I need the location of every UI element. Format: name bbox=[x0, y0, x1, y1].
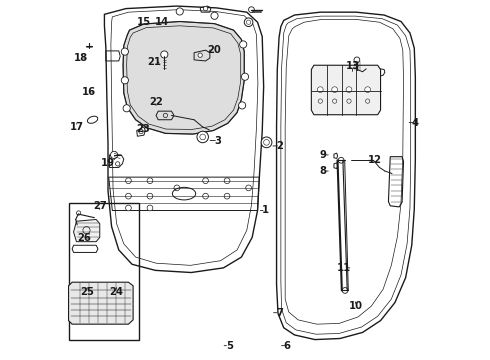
Text: 12: 12 bbox=[368, 155, 382, 165]
Text: 1: 1 bbox=[262, 206, 270, 216]
Text: 6: 6 bbox=[284, 341, 291, 351]
Circle shape bbox=[111, 151, 118, 158]
Circle shape bbox=[122, 48, 128, 55]
Polygon shape bbox=[74, 220, 100, 242]
Circle shape bbox=[203, 6, 208, 11]
Polygon shape bbox=[69, 282, 133, 324]
Circle shape bbox=[198, 53, 202, 57]
Text: 10: 10 bbox=[348, 301, 363, 311]
Circle shape bbox=[161, 51, 168, 58]
Text: 15: 15 bbox=[137, 17, 151, 27]
Text: 25: 25 bbox=[80, 287, 94, 297]
Circle shape bbox=[338, 157, 344, 163]
Circle shape bbox=[125, 205, 131, 211]
Circle shape bbox=[346, 87, 352, 93]
Circle shape bbox=[365, 87, 370, 93]
Circle shape bbox=[264, 139, 270, 145]
Text: 4: 4 bbox=[412, 118, 419, 128]
Circle shape bbox=[211, 12, 218, 19]
Circle shape bbox=[246, 20, 251, 24]
Text: 26: 26 bbox=[77, 233, 91, 243]
Text: 27: 27 bbox=[93, 201, 107, 211]
Circle shape bbox=[239, 102, 245, 109]
Text: 5: 5 bbox=[226, 341, 233, 351]
Circle shape bbox=[224, 193, 230, 199]
Text: 18: 18 bbox=[74, 53, 88, 63]
Text: 24: 24 bbox=[110, 287, 123, 297]
Text: 13: 13 bbox=[345, 61, 360, 71]
Circle shape bbox=[242, 73, 248, 80]
Text: 22: 22 bbox=[149, 97, 163, 107]
Text: 20: 20 bbox=[208, 45, 221, 55]
Circle shape bbox=[147, 193, 153, 199]
Text: 17: 17 bbox=[70, 122, 83, 132]
Circle shape bbox=[245, 18, 253, 27]
Text: 3: 3 bbox=[215, 136, 221, 145]
Text: 7: 7 bbox=[276, 308, 283, 318]
Circle shape bbox=[248, 7, 254, 13]
Text: 11: 11 bbox=[337, 263, 351, 273]
Circle shape bbox=[245, 185, 251, 191]
Text: 9: 9 bbox=[320, 150, 327, 160]
Circle shape bbox=[200, 134, 205, 140]
Circle shape bbox=[125, 193, 131, 199]
Circle shape bbox=[125, 178, 131, 184]
Circle shape bbox=[240, 41, 247, 48]
Circle shape bbox=[354, 57, 360, 63]
Circle shape bbox=[139, 130, 143, 134]
Circle shape bbox=[342, 288, 348, 293]
Text: 23: 23 bbox=[136, 124, 149, 134]
Text: 8: 8 bbox=[319, 166, 327, 176]
Circle shape bbox=[197, 131, 208, 143]
Circle shape bbox=[76, 211, 81, 215]
Circle shape bbox=[122, 77, 128, 84]
Circle shape bbox=[318, 87, 323, 93]
Text: 21: 21 bbox=[147, 57, 162, 67]
Ellipse shape bbox=[87, 116, 98, 123]
Circle shape bbox=[203, 193, 208, 199]
Circle shape bbox=[147, 178, 153, 184]
Text: 2: 2 bbox=[277, 141, 284, 151]
Circle shape bbox=[174, 185, 180, 191]
Circle shape bbox=[203, 178, 208, 184]
Polygon shape bbox=[123, 22, 245, 134]
Circle shape bbox=[261, 137, 272, 148]
Circle shape bbox=[116, 162, 120, 166]
Bar bbox=[69, 203, 139, 339]
Circle shape bbox=[147, 205, 153, 211]
Text: 16: 16 bbox=[82, 87, 96, 97]
Text: 14: 14 bbox=[155, 17, 169, 27]
Circle shape bbox=[123, 105, 130, 112]
Text: 19: 19 bbox=[101, 158, 115, 168]
Polygon shape bbox=[311, 65, 381, 115]
Circle shape bbox=[224, 178, 230, 184]
Circle shape bbox=[111, 156, 115, 160]
Circle shape bbox=[176, 8, 183, 15]
Circle shape bbox=[332, 87, 338, 93]
